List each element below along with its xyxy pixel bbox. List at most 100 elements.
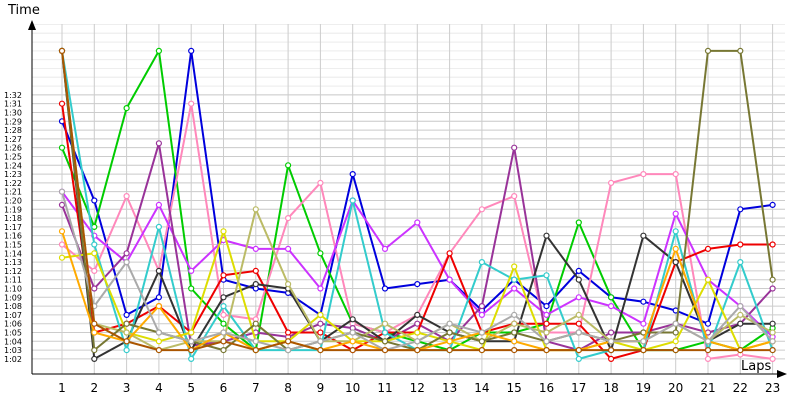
data-point [188,285,195,292]
data-point [285,215,292,222]
data-point [285,245,292,252]
data-point [414,281,421,288]
series-1 [58,47,776,327]
data-point [349,316,356,323]
data-point [607,347,615,354]
data-point [317,320,324,327]
data-point [188,267,195,274]
data-point [446,329,453,336]
data-point [769,285,776,292]
data-point [446,250,453,257]
data-point [478,259,485,266]
data-point [478,311,485,318]
data-point [737,259,744,266]
series-group [58,47,776,362]
data-point [349,338,356,345]
x-tick-label: 12 [410,381,425,395]
y-tick-label: 1:03 [4,346,22,355]
data-point [737,303,744,310]
data-point [381,285,389,292]
data-point [58,201,66,208]
data-point [511,329,518,336]
data-point [349,171,356,178]
data-point [414,320,421,327]
data-point [188,47,195,55]
series-7 [58,47,776,362]
data-point [704,276,712,283]
x-tick-labels: 1 2 3 4 5 6 7 8 9 10 11 12 13 14 15 16 17 18 19 20 21 22 23 [58,381,780,395]
data-point [155,338,162,345]
data-point [640,347,647,354]
data-point [123,259,130,266]
data-point [575,347,582,354]
y-tick-label: 1:26 [4,144,22,153]
data-point [672,171,679,178]
data-point [252,281,259,288]
data-point [58,241,66,248]
data-point [381,329,389,336]
x-tick-label: 7 [252,381,260,395]
x-tick-label: 23 [765,381,780,395]
x-axis-arrow [777,370,787,378]
data-point [737,320,744,327]
data-point [446,338,453,345]
data-point [769,355,776,362]
data-point [91,355,98,362]
data-point [737,47,744,55]
y-tick-label: 1:13 [4,258,22,267]
data-point [704,320,712,327]
data-point [91,250,98,257]
data-point [349,197,356,204]
data-point [737,241,744,248]
y-tick-label: 1:09 [4,293,22,302]
data-point [769,201,776,208]
y-tick-label: 1:19 [4,205,22,214]
data-point [317,179,324,186]
data-point [543,329,550,336]
data-point [414,329,421,336]
data-point [252,245,259,252]
x-tick-label: 21 [700,381,715,395]
data-point [769,329,776,336]
data-point [317,338,324,345]
y-tick-label: 1:10 [4,284,22,293]
y-tick-label: 1:07 [4,311,22,320]
data-point [155,347,162,354]
y-tick-label: 1:20 [4,196,22,205]
data-point [672,338,679,345]
data-point [188,338,195,345]
data-point [220,320,227,327]
data-point [607,303,615,310]
data-point [511,338,518,345]
data-point [575,219,582,226]
data-point [672,347,679,354]
data-point [381,338,389,345]
data-point [704,245,712,252]
data-point [607,338,615,345]
data-point [220,294,227,301]
data-point [511,263,518,270]
data-point [188,355,195,362]
data-point [607,355,615,362]
data-point [575,267,582,274]
data-point [575,311,582,318]
data-point [123,193,130,200]
x-tick-label: 16 [539,381,554,395]
x-tick-label: 1 [58,381,66,395]
y-tick-label: 1:14 [4,249,22,258]
x-tick-label: 9 [317,381,325,395]
x-tick-label: 14 [474,381,489,395]
data-point [188,329,195,336]
data-point [91,285,98,292]
y-tick-label: 1:08 [4,302,22,311]
data-point [672,245,679,252]
x-tick-label: 6 [220,381,228,395]
data-point [155,267,162,274]
data-point [769,338,776,345]
data-point [769,347,776,354]
y-tick-label: 1:31 [4,100,22,109]
data-point [640,320,647,327]
data-point [575,355,582,362]
data-point [478,206,485,213]
